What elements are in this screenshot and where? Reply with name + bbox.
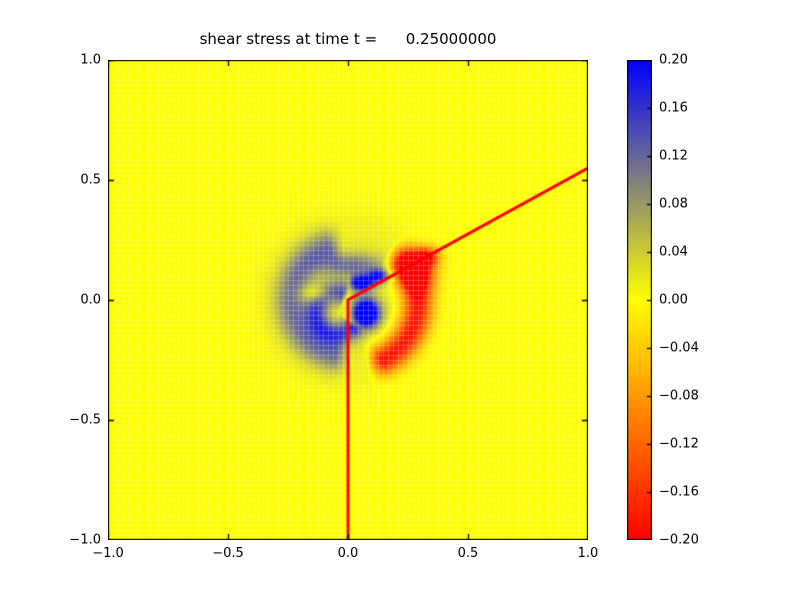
plot-title: shear stress at time t = 0.25000000 xyxy=(199,30,497,48)
colorbar-tick-label: −0.16 xyxy=(659,484,699,500)
y-tick-label: −1.0 xyxy=(69,532,101,548)
colorbar-tick-label: 0.12 xyxy=(659,148,688,164)
x-tick-label: −1.0 xyxy=(92,546,124,561)
x-tick-label: 0.5 xyxy=(457,546,479,561)
x-tick-label: −0.5 xyxy=(212,546,244,561)
colorbar-tick-label: −0.08 xyxy=(659,388,699,404)
colorbar-tick-label: −0.04 xyxy=(659,340,699,356)
colorbar-tick-label: 0.08 xyxy=(659,196,688,212)
colorbar-tick-label: 0.00 xyxy=(659,292,688,308)
colorbar-tick-label: 0.04 xyxy=(659,244,688,260)
y-tick-label: 0.5 xyxy=(80,172,101,188)
y-tick-label: 1.0 xyxy=(80,52,101,68)
y-tick-label: −0.5 xyxy=(69,412,101,428)
y-tick-label: 0.0 xyxy=(80,292,101,308)
x-tick-label: 0.0 xyxy=(337,546,359,561)
x-tick-label: 1.0 xyxy=(577,546,599,561)
heatmap-plot xyxy=(108,60,588,540)
colorbar-tick-label: −0.20 xyxy=(659,532,699,548)
colorbar xyxy=(627,60,652,540)
colorbar-tick-label: 0.20 xyxy=(659,52,688,68)
colorbar-tick-label: −0.12 xyxy=(659,436,699,452)
colorbar-tick-label: 0.16 xyxy=(659,100,688,116)
